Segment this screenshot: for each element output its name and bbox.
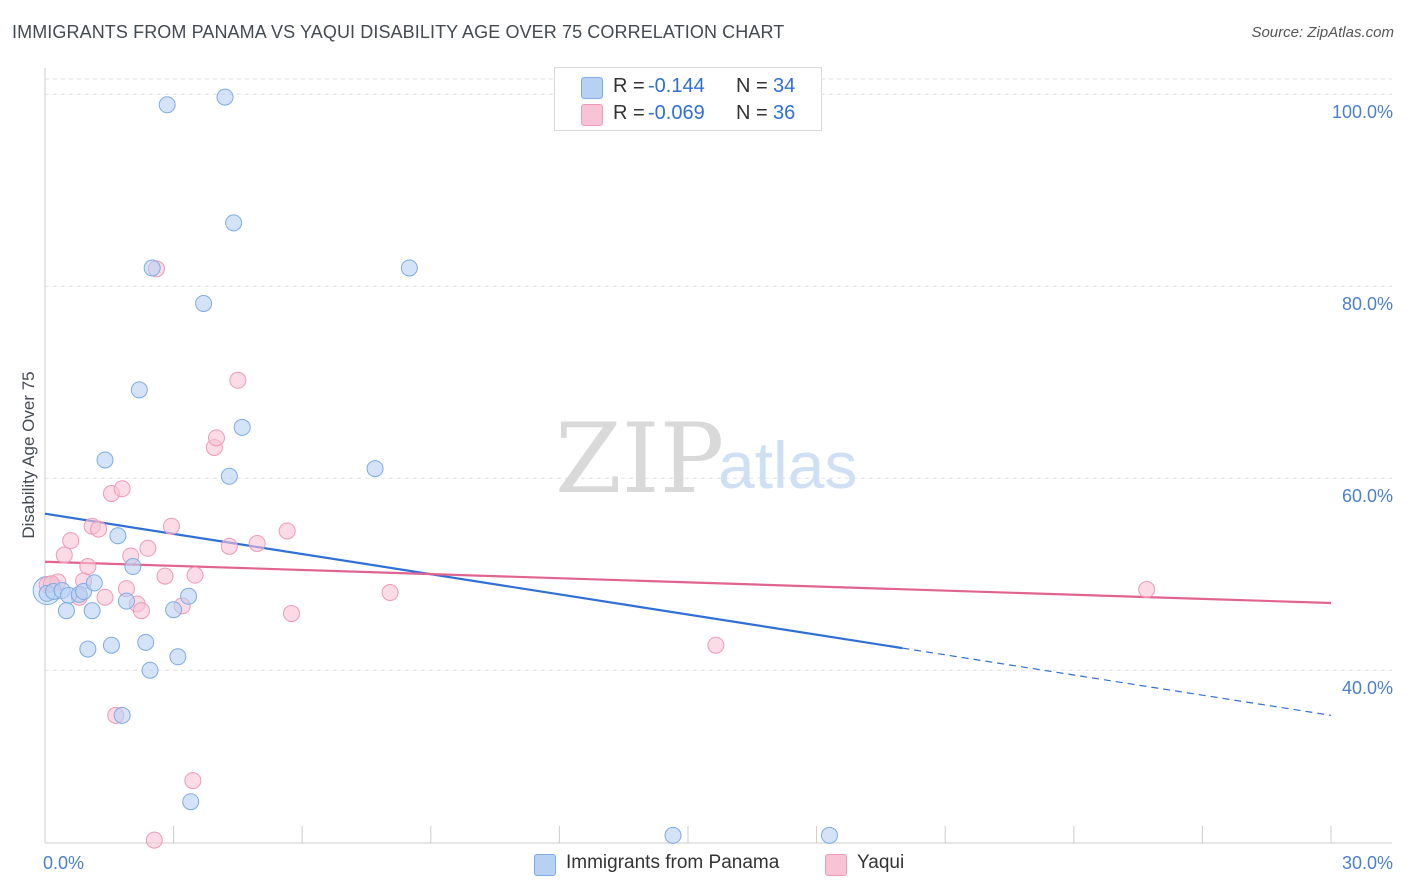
panama-point-22 [180, 587, 198, 605]
panama-point-14 [124, 558, 142, 576]
yaqui-swatch [581, 104, 603, 126]
trend-line-panama-extension [902, 647, 1332, 716]
panama-point-7 [85, 574, 103, 592]
yaqui-point-16 [139, 539, 157, 557]
yaqui-point-15 [132, 602, 150, 620]
grid-lines [45, 78, 1392, 671]
panama-legend-swatch [534, 854, 556, 876]
panama-swatch [581, 77, 603, 99]
y-tick-label-1: 60.0% [1342, 486, 1393, 506]
trend-lines [44, 512, 1332, 716]
panama-point-18 [141, 661, 159, 679]
r-label: R = [613, 102, 645, 124]
y-axis-label: Disability Age Over 75 [19, 371, 38, 538]
panama-point-26 [220, 467, 238, 485]
panama-point-16 [137, 633, 155, 651]
yaqui-point-28 [282, 605, 300, 623]
yaqui-n-value: 36 [773, 102, 796, 124]
axes [44, 68, 1392, 844]
source-label: Source: ZipAtlas.com [1251, 24, 1394, 41]
panama-point-12 [109, 527, 127, 545]
yaqui-point-29 [381, 583, 399, 601]
panama-n-value: 34 [773, 75, 796, 97]
axis-ticks: 40.0% 60.0% 80.0% 100.0% 0.0% 30.0% [43, 102, 1393, 873]
yaqui-point-8 [90, 520, 108, 538]
yaqui-point-26 [248, 534, 266, 552]
yaqui-point-11 [113, 480, 131, 498]
panama-point-23 [182, 793, 200, 811]
yaqui-point-31 [1138, 581, 1156, 599]
yaqui-point-3 [62, 532, 80, 550]
panama-point-17 [143, 259, 161, 277]
correlation-legend: R = -0.144 N = 34 R = -0.069 N = 36 [554, 67, 822, 131]
x-tick-label-min: 0.0% [43, 853, 84, 873]
panama-point-10 [102, 636, 120, 654]
panama-point-33 [113, 706, 131, 724]
panama-point-32 [820, 826, 838, 844]
data-points [32, 88, 1156, 849]
yaqui-point-23 [207, 429, 225, 447]
y-tick-label-0: 40.0% [1342, 678, 1393, 698]
panama-point-25 [216, 88, 234, 106]
yaqui-point-21 [186, 566, 204, 584]
panama-point-19 [158, 96, 176, 114]
chart-title: IMMIGRANTS FROM PANAMA VS YAQUI DISABILI… [12, 22, 785, 42]
panama-point-20 [165, 601, 183, 619]
panama-point-11 [96, 451, 114, 469]
y-tick-label-3: 100.0% [1332, 102, 1393, 122]
panama-point-28 [233, 418, 251, 436]
r-label: R = [613, 75, 645, 97]
yaqui-point-33 [184, 772, 202, 790]
y-tick-label-2: 80.0% [1342, 294, 1393, 314]
yaqui-point-18 [156, 567, 174, 585]
x-tick-label-max: 30.0% [1342, 853, 1393, 873]
watermark-atlas: atlas [718, 428, 857, 502]
yaqui-legend-label: Yaqui [857, 852, 905, 873]
watermark-zip: ZIP [555, 403, 724, 515]
panama-point-21 [169, 648, 187, 666]
yaqui-r-value: -0.069 [648, 102, 705, 124]
yaqui-point-19 [162, 517, 180, 535]
yaqui-point-34 [145, 831, 163, 849]
n-label: N = [736, 102, 768, 124]
panama-point-27 [225, 214, 243, 232]
panama-point-13 [117, 592, 135, 610]
n-label: N = [736, 75, 768, 97]
panama-point-29 [366, 460, 384, 478]
trend-line-yaqui [44, 560, 1332, 605]
yaqui-point-30 [707, 636, 725, 654]
panama-point-9 [79, 640, 97, 658]
trend-line-panama [44, 512, 903, 650]
panama-point-31 [664, 826, 682, 844]
panama-point-8 [83, 602, 101, 620]
panama-point-6 [57, 602, 75, 620]
yaqui-point-24 [220, 537, 238, 555]
yaqui-point-25 [229, 371, 247, 389]
yaqui-point-9 [96, 588, 114, 606]
panama-legend-label: Immigrants from Panama [566, 852, 780, 873]
panama-point-15 [130, 381, 148, 399]
panama-r-value: -0.144 [648, 75, 705, 97]
panama-point-24 [195, 294, 213, 312]
yaqui-point-6 [79, 558, 97, 576]
yaqui-point-27 [278, 522, 296, 540]
yaqui-legend-swatch [825, 854, 847, 876]
yaqui-point-2 [55, 546, 73, 564]
panama-point-30 [400, 259, 418, 277]
